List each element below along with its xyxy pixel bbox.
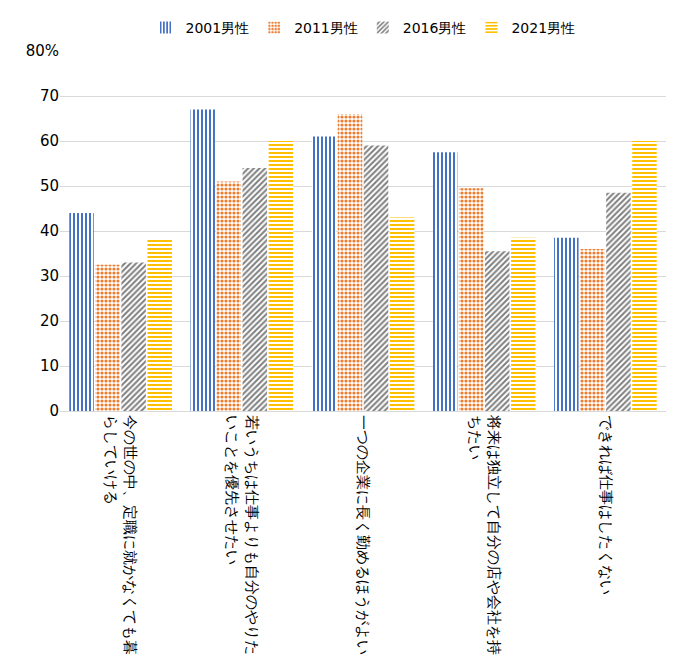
svg-text:2016男性: 2016男性 [403, 20, 467, 36]
svg-text:0: 0 [49, 402, 59, 420]
svg-text:60: 60 [40, 132, 59, 150]
svg-text:今の世の中、定職に就かなくても暮らしていける: 今の世の中、定職に就かなくても暮らしていける [102, 415, 140, 655]
svg-text:80%: 80% [26, 42, 59, 60]
svg-text:2021男性: 2021男性 [511, 20, 575, 36]
svg-text:一つの企業に長く勤めるほうがよい: 一つの企業に長く勤めるほうがよい [354, 415, 372, 655]
svg-text:若いうちは仕事よりも自分のやりたいことを優先させたい: 若いうちは仕事よりも自分のやりたいことを優先させたい [223, 415, 260, 655]
svg-text:40: 40 [40, 222, 59, 240]
svg-text:将来は独立して自分の店や会社を持ちたい: 将来は独立して自分の店や会社を持ちたい [466, 414, 504, 655]
svg-text:2011男性: 2011男性 [294, 20, 358, 36]
svg-text:50: 50 [40, 177, 59, 195]
svg-text:できれば仕事はしたくない: できれば仕事はしたくない [597, 415, 615, 595]
svg-text:70: 70 [40, 87, 59, 105]
svg-text:20: 20 [40, 312, 59, 330]
svg-text:10: 10 [40, 357, 59, 375]
svg-text:2001男性: 2001男性 [186, 20, 250, 36]
svg-text:30: 30 [40, 267, 59, 285]
